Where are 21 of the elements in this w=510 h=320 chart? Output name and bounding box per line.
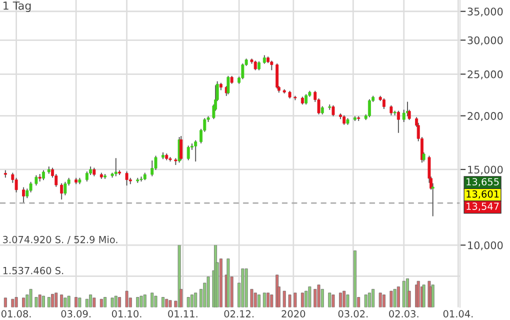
- y-tick-label: 25,000: [468, 70, 503, 80]
- y-tick-label: 35,000: [468, 8, 503, 17]
- x-tick-label: 03.09.: [61, 310, 90, 318]
- x-tick-label: 01.11.: [168, 310, 198, 318]
- x-tick-label: 01.10.: [112, 310, 142, 318]
- x-tick-label: 03.02.: [338, 310, 368, 318]
- text: 13,601: [466, 190, 499, 199]
- text: 13,655: [466, 178, 499, 186]
- chart-subtitle: 1 Tag: [4, 2, 31, 12]
- y-tick-label: 30,000: [468, 36, 503, 46]
- y-tick-label: 10,000: [468, 241, 503, 250]
- y-tick-label: 20,000: [468, 112, 503, 121]
- x-tick-label: 2020: [282, 310, 306, 318]
- x-tick-label: 02.12.: [224, 310, 254, 318]
- text: 13,547: [466, 202, 499, 211]
- annotation: 3.074.920 S. / 52.9 Mio.: [3, 236, 118, 244]
- x-tick-label: 02.03.: [389, 310, 418, 318]
- y-tick-label: 15,000: [468, 166, 503, 175]
- x-tick-label: 01.04.: [443, 310, 473, 318]
- annotation: 1.537.460 S.: [3, 266, 64, 274]
- x-tick-label: 01.08.: [1, 310, 31, 318]
